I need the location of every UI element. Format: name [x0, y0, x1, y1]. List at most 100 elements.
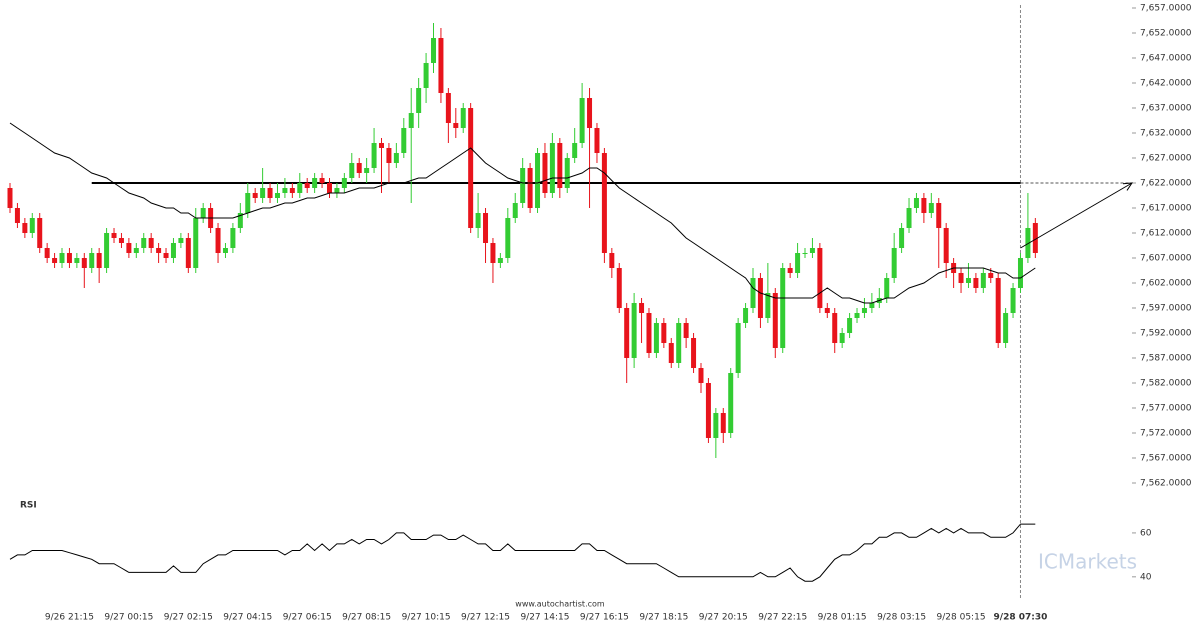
candle-body — [631, 303, 637, 358]
candle-body — [1025, 228, 1031, 258]
candle-body — [81, 258, 87, 268]
x-tick-label: 9/27 14:15 — [520, 613, 569, 623]
candle-body — [141, 238, 147, 248]
candle-body — [126, 243, 132, 253]
candle-body — [616, 268, 622, 308]
candle-body — [542, 153, 548, 193]
y-tick-label: 7,582.0000 — [1140, 379, 1192, 389]
candle-body — [549, 143, 555, 193]
candle-body — [1003, 313, 1009, 343]
candle-body — [393, 153, 399, 163]
candle-body — [817, 248, 823, 308]
candle-body — [497, 258, 503, 263]
candle-body — [639, 303, 645, 313]
watermark: ICMarkets — [1038, 550, 1137, 574]
rsi-tick-label: 60 — [1140, 528, 1152, 538]
candle-body — [260, 188, 266, 198]
rsi-tick-label: 40 — [1140, 572, 1152, 582]
candle-body — [609, 253, 615, 268]
candle-body — [980, 273, 986, 288]
candle-body — [37, 218, 43, 248]
candle-body — [891, 248, 897, 278]
candle-body — [52, 258, 58, 263]
candle-body — [847, 318, 853, 333]
x-tick-label: 9/27 16:15 — [580, 613, 629, 623]
candle-body — [178, 238, 184, 243]
candle-body — [364, 168, 370, 173]
candle-body — [1032, 223, 1038, 253]
candle-body — [438, 38, 444, 93]
candle-body — [973, 278, 979, 288]
candle-body — [735, 323, 741, 373]
x-tick-label: 9/27 10:15 — [402, 613, 451, 623]
y-tick-label: 7,597.0000 — [1140, 304, 1192, 314]
candle-body — [163, 253, 169, 258]
candle-body — [965, 278, 971, 283]
y-tick-label: 7,577.0000 — [1140, 404, 1192, 414]
candle-body — [312, 178, 318, 188]
forecast-arrow — [1020, 182, 1133, 249]
candle-body — [824, 308, 830, 313]
candle-body — [96, 253, 102, 268]
x-tick-label: 9/28 01:15 — [818, 613, 867, 623]
candle-body — [594, 128, 600, 153]
candle-body — [460, 108, 466, 128]
x-tick-label: 9/27 02:15 — [164, 613, 213, 623]
y-tick-label: 7,632.0000 — [1140, 129, 1192, 139]
moving-average — [9, 122, 1036, 304]
candle-body — [861, 308, 867, 313]
candle-body — [899, 228, 905, 248]
candle-body — [936, 203, 942, 228]
y-tick-label: 7,562.0000 — [1140, 479, 1192, 489]
candle-body — [401, 128, 407, 153]
candle-body — [431, 38, 437, 63]
candle-body — [416, 88, 422, 113]
candle-body — [453, 123, 459, 128]
candle-body — [59, 253, 65, 263]
candle-body — [148, 238, 154, 248]
candle-body — [869, 303, 875, 308]
candle-body — [765, 293, 771, 318]
candle-body — [839, 333, 845, 343]
candle-body — [304, 183, 310, 188]
candle-body — [490, 243, 496, 263]
x-tick-label: 9/27 08:15 — [342, 613, 391, 623]
y-tick-label: 7,592.0000 — [1140, 329, 1192, 339]
candle-body — [371, 143, 377, 168]
candle-body — [319, 178, 325, 183]
candle-body — [133, 248, 139, 253]
candle-body — [22, 223, 28, 233]
candle-body — [691, 338, 697, 368]
candle-body — [267, 188, 273, 198]
candle-body — [520, 168, 526, 203]
candle-body — [379, 143, 384, 148]
candle-body — [289, 188, 295, 193]
x-tick-label: 9/26 21:15 — [45, 613, 94, 623]
x-tick-label: 9/27 00:15 — [104, 613, 153, 623]
candle-body — [1017, 258, 1023, 288]
candle-body — [44, 248, 50, 258]
candle-body — [958, 273, 964, 283]
y-tick-label: 7,607.0000 — [1140, 254, 1192, 264]
candle-body — [988, 273, 994, 278]
candle-body — [118, 238, 124, 243]
candle-body — [230, 228, 236, 248]
candle-body — [787, 268, 793, 273]
candle-body — [423, 63, 429, 88]
candle-body — [170, 243, 176, 258]
candle-body — [468, 108, 474, 228]
y-tick-label: 7,642.0000 — [1140, 79, 1192, 89]
candle-body — [750, 278, 756, 308]
candle-body — [698, 368, 704, 383]
x-tick-label: 9/27 04:15 — [223, 613, 272, 623]
candle-body — [705, 383, 711, 438]
candle-body — [720, 413, 726, 433]
candle-body — [505, 218, 511, 258]
y-tick-label: 7,652.0000 — [1140, 29, 1192, 39]
candle-body — [245, 193, 251, 213]
candle-body — [757, 278, 763, 318]
candle-body — [906, 208, 912, 228]
candle-body — [193, 218, 199, 268]
x-tick-label: 9/27 22:15 — [758, 613, 807, 623]
